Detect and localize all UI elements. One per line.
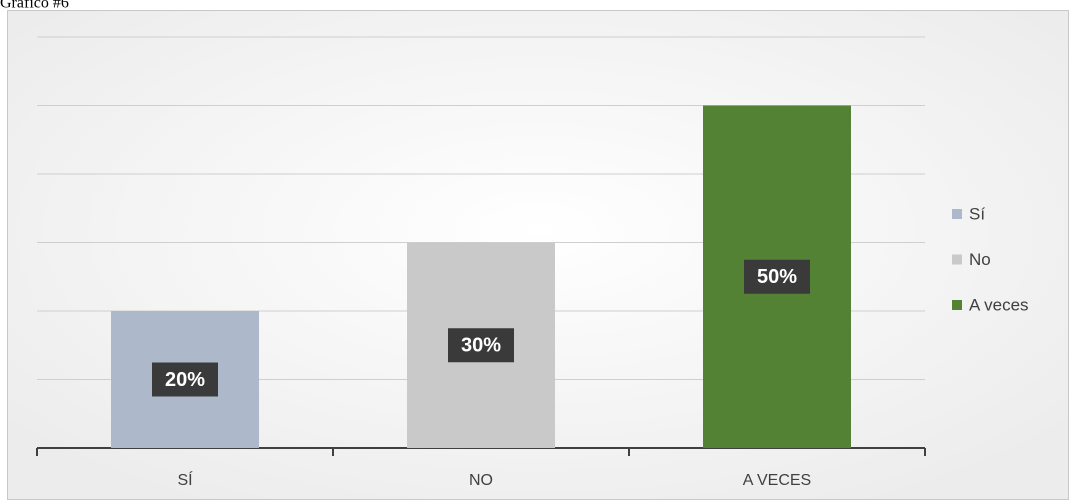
legend-swatch (952, 254, 962, 265)
legend-label: A veces (969, 295, 1029, 314)
data-label: 50% (757, 266, 797, 288)
x-tick-label: NO (469, 472, 493, 489)
data-label-box (448, 328, 514, 363)
legend-label: No (969, 250, 991, 269)
legend-swatch (952, 300, 962, 310)
data-label: 20% (165, 369, 205, 391)
legend-swatch (952, 209, 962, 219)
data-label-box (744, 259, 810, 294)
chart-title: Gráfico #6 (0, 0, 69, 12)
data-label-box (152, 362, 218, 397)
data-label: 30% (461, 335, 501, 357)
x-tick-label: A VECES (743, 472, 811, 489)
x-tick-label: SÍ (177, 470, 193, 489)
legend-label: Sí (969, 204, 985, 223)
